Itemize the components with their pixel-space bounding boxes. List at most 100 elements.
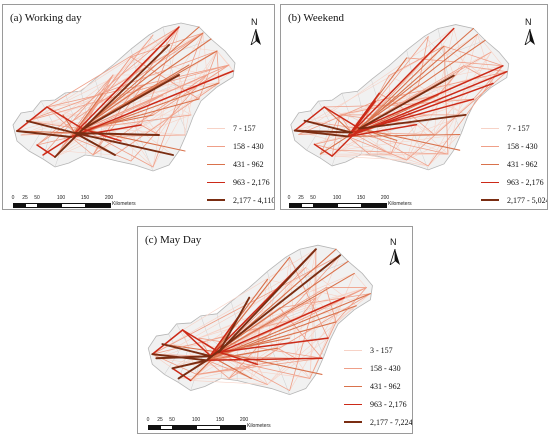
flow-line xyxy=(347,136,408,161)
legend-swatch xyxy=(344,403,362,405)
scale-tick-label: 0 xyxy=(287,195,291,201)
flow-line xyxy=(335,293,371,323)
legend-label: 7 - 157 xyxy=(507,123,530,133)
flow-line xyxy=(210,260,349,357)
flow-line xyxy=(42,74,114,156)
flow-line xyxy=(140,94,164,126)
flow-line xyxy=(70,70,234,138)
flow-line xyxy=(319,98,474,155)
legend-swatch xyxy=(207,199,225,201)
flow-line xyxy=(351,39,486,134)
flow-line xyxy=(298,28,455,135)
scale-segment xyxy=(313,203,339,208)
flow-line xyxy=(151,329,184,355)
flow-line xyxy=(374,34,478,102)
flow-map xyxy=(12,22,236,172)
flow-line xyxy=(238,267,307,317)
flow-line xyxy=(26,120,76,134)
flow-line xyxy=(206,315,240,362)
flow-line xyxy=(218,297,317,353)
flow-line xyxy=(335,287,367,323)
flow-line xyxy=(161,343,212,358)
scale-segment xyxy=(337,203,363,208)
flow-line xyxy=(70,136,94,156)
flow-line xyxy=(218,337,329,353)
flow-line xyxy=(114,82,220,156)
flow-line xyxy=(347,70,508,138)
flow-line xyxy=(151,353,208,362)
flow-line xyxy=(353,273,367,288)
north-label: N xyxy=(251,17,258,27)
flow-line xyxy=(206,357,323,362)
flow-line xyxy=(313,143,339,151)
flow-line xyxy=(74,74,208,134)
flow-line xyxy=(228,293,371,379)
legend: 7 - 157 158 - 430 431 - 962 963 - 2,176 2,17… xyxy=(207,119,274,209)
flow-line xyxy=(416,124,449,155)
scale-unit-label: Kilometers xyxy=(247,423,271,429)
flow-line xyxy=(358,113,467,130)
flow-line xyxy=(298,100,376,135)
flow-line xyxy=(74,26,180,134)
flow-line xyxy=(216,50,220,84)
scale-tick-label: 100 xyxy=(56,195,66,201)
flow-line xyxy=(277,347,297,359)
flow-line xyxy=(16,130,72,138)
legend-swatch xyxy=(481,199,499,201)
legend-label: 158 - 430 xyxy=(507,141,538,151)
flow-line xyxy=(152,32,204,168)
flow-line xyxy=(82,74,180,130)
flow-line xyxy=(16,106,48,132)
scale-tick-label: 50 xyxy=(310,195,316,201)
flow-line xyxy=(178,74,186,136)
flow-line xyxy=(358,65,504,130)
flow-line xyxy=(294,106,325,132)
flow-line xyxy=(82,128,122,142)
scale-segment xyxy=(85,203,111,208)
flow-line xyxy=(396,114,466,141)
flow-line xyxy=(304,120,360,130)
flow-line xyxy=(303,119,353,134)
flow-line xyxy=(358,74,455,130)
flow-line xyxy=(182,248,317,331)
flow-line xyxy=(130,56,208,76)
flow-line xyxy=(358,45,445,130)
legend-item: 7 - 157 xyxy=(207,119,274,137)
flow-line xyxy=(327,297,345,339)
flow-line xyxy=(347,133,461,138)
flow-line xyxy=(323,106,353,134)
flow-line xyxy=(26,120,186,136)
flow-line xyxy=(218,351,323,375)
flow-line xyxy=(406,134,460,161)
north-arrow-icon: N xyxy=(386,237,406,265)
flow-line xyxy=(120,114,192,142)
flow-line xyxy=(294,45,445,131)
north-label: N xyxy=(525,17,532,27)
legend-item: 431 - 962 xyxy=(344,377,412,395)
flow-line xyxy=(198,287,367,339)
flow-line xyxy=(217,296,251,354)
flow-line xyxy=(74,38,212,134)
flow-line xyxy=(313,136,349,145)
flow-line xyxy=(46,106,76,134)
flow-line xyxy=(277,347,311,379)
legend-item: 3 - 157 xyxy=(344,341,412,359)
legend-item: 431 - 962 xyxy=(481,155,547,173)
map-panel-may-day: (c) May Day N 3 - 157 158 - 430 431 - 962 9… xyxy=(137,226,413,434)
legend-item: 963 - 2,176 xyxy=(207,173,274,191)
flow-line xyxy=(122,26,180,106)
flow-line xyxy=(46,94,164,108)
scale-tick-label: 200 xyxy=(104,195,114,201)
flow-line xyxy=(398,98,474,106)
legend-label: 963 - 2,176 xyxy=(233,177,270,187)
flow-line xyxy=(309,321,337,379)
panel-title: (a) Working day xyxy=(10,12,82,24)
flow-line xyxy=(359,128,429,167)
flow-line xyxy=(295,305,357,359)
scale-tick-label: 100 xyxy=(191,417,201,423)
flow-line xyxy=(406,34,478,161)
flow-line xyxy=(36,26,180,146)
county-boundary xyxy=(285,257,349,278)
flow-line xyxy=(202,32,208,76)
flow-line xyxy=(74,132,160,136)
